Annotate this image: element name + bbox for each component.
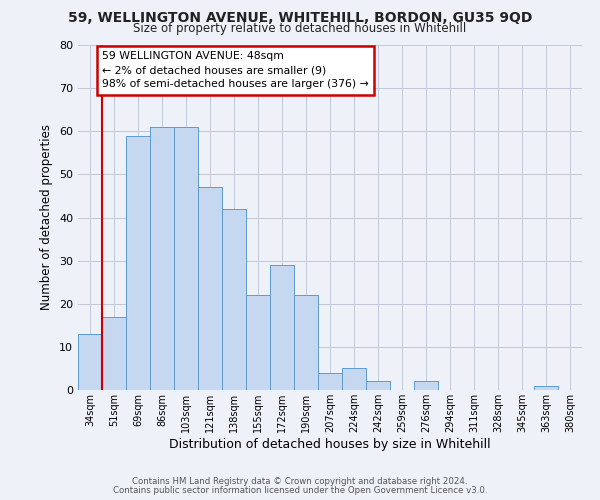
Bar bbox=[270, 265, 294, 390]
Bar bbox=[126, 136, 150, 390]
Bar bbox=[78, 334, 102, 390]
Text: 59, WELLINGTON AVENUE, WHITEHILL, BORDON, GU35 9QD: 59, WELLINGTON AVENUE, WHITEHILL, BORDON… bbox=[68, 11, 532, 25]
Text: Size of property relative to detached houses in Whitehill: Size of property relative to detached ho… bbox=[133, 22, 467, 35]
X-axis label: Distribution of detached houses by size in Whitehill: Distribution of detached houses by size … bbox=[169, 438, 491, 450]
Bar bbox=[318, 373, 342, 390]
Bar bbox=[294, 295, 318, 390]
Y-axis label: Number of detached properties: Number of detached properties bbox=[40, 124, 53, 310]
Bar bbox=[102, 316, 126, 390]
Bar bbox=[246, 295, 270, 390]
Bar bbox=[342, 368, 366, 390]
Bar bbox=[222, 209, 246, 390]
Text: 59 WELLINGTON AVENUE: 48sqm
← 2% of detached houses are smaller (9)
98% of semi-: 59 WELLINGTON AVENUE: 48sqm ← 2% of deta… bbox=[102, 52, 369, 90]
Text: Contains public sector information licensed under the Open Government Licence v3: Contains public sector information licen… bbox=[113, 486, 487, 495]
Bar bbox=[174, 127, 198, 390]
Bar bbox=[366, 382, 390, 390]
Bar bbox=[534, 386, 558, 390]
Bar bbox=[414, 382, 438, 390]
Bar bbox=[150, 127, 174, 390]
Bar bbox=[198, 188, 222, 390]
Text: Contains HM Land Registry data © Crown copyright and database right 2024.: Contains HM Land Registry data © Crown c… bbox=[132, 477, 468, 486]
